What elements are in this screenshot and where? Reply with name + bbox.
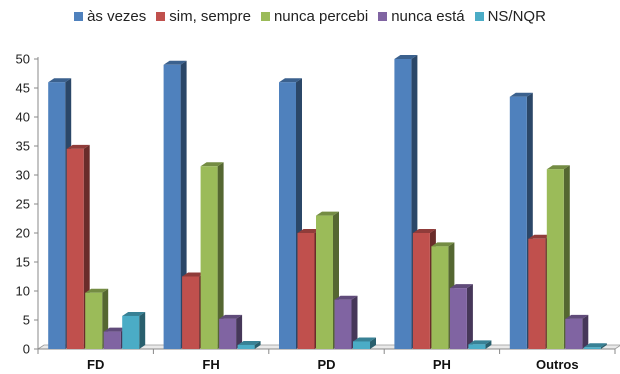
bar-top [468,340,492,345]
bar-top [565,314,589,319]
bar [353,341,370,349]
bar-side [582,314,589,349]
bar-top [219,314,243,319]
legend-item: nunca percebi [260,7,369,25]
bar [85,292,103,349]
y-tick-label: 20 [16,226,30,241]
legend: às vezes sim, sempre nunca percebi nunca es… [0,6,620,26]
legend-item: NS/NQR [474,7,546,25]
bar-side [485,340,492,349]
bar [237,344,255,349]
bar [449,288,467,349]
bar-side [351,295,358,349]
x-category-label: FD [87,357,104,372]
bar [48,82,66,349]
legend-item: às vezes [74,8,146,25]
legend-item: sim, sempre [156,8,251,25]
bar [528,238,546,349]
legend-label: nunca está [391,7,465,25]
bar-top [279,78,302,83]
bar-top [66,144,90,149]
x-category-label: PD [317,357,335,372]
bar [316,215,333,349]
bar-top [163,60,187,65]
bar-top [200,162,224,167]
bar-top [48,78,72,83]
y-tick-label: 50 [16,52,30,67]
bar [219,318,237,349]
bar-top [237,340,261,345]
y-tick-label: 5 [23,313,30,328]
bar [546,169,564,349]
legend-swatch [474,11,484,21]
bar-top [412,229,436,233]
bar [122,315,140,349]
bar-side [563,165,570,349]
bar [66,148,84,349]
x-category-label: PH [433,357,451,372]
legend-swatch [378,11,388,21]
x-category-label: FH [202,357,219,372]
legend-label: NS/NQR [487,7,546,25]
legend-swatch [156,11,166,21]
bar-side [139,311,146,349]
bar-top [394,55,418,59]
bar [279,82,296,349]
y-tick-label: 15 [16,255,30,270]
legend-swatch [260,11,270,21]
bar-side [600,343,607,349]
y-tick-label: 35 [16,139,30,154]
bar [200,166,218,349]
bar-side [254,340,261,349]
bar-top [316,211,339,216]
bar [394,59,412,349]
bar [468,344,486,349]
y-tick-label: 30 [16,168,30,183]
y-tick-label: 45 [16,81,30,96]
legend-label: nunca percebi [273,7,369,25]
bar-side [466,284,473,349]
bar-side [370,337,376,349]
bar [412,233,430,349]
bar-top [297,229,321,233]
bar [182,276,200,349]
bar-top [103,327,127,332]
bar [297,233,315,349]
bar [583,347,601,349]
bar-top [528,234,552,239]
x-category-label: Outros [536,357,579,372]
bar-top [353,337,376,342]
bar [565,318,583,349]
y-tick-label: 25 [16,197,30,212]
bar-top [334,295,358,300]
y-tick-label: 0 [23,342,30,357]
y-tick-label: 40 [16,110,30,125]
bar-side [217,162,224,349]
legend-label: às vezes [87,7,147,25]
bar [163,64,181,350]
bar-top [449,284,473,289]
bar-top [583,343,607,348]
y-tick-label: 10 [16,284,30,299]
bar [431,246,449,349]
bar-side [236,314,243,349]
legend-swatch [74,11,84,21]
bar-top [122,311,146,316]
bar [509,96,527,349]
bar [103,331,121,349]
bar-top [431,242,455,247]
bar-top [85,288,109,293]
bar-top [182,272,206,277]
bar-top [546,165,570,170]
bar [334,299,352,349]
legend-item: nunca está [378,7,465,25]
bar-top [509,92,533,97]
legend-label: sim, sempre [169,7,251,25]
